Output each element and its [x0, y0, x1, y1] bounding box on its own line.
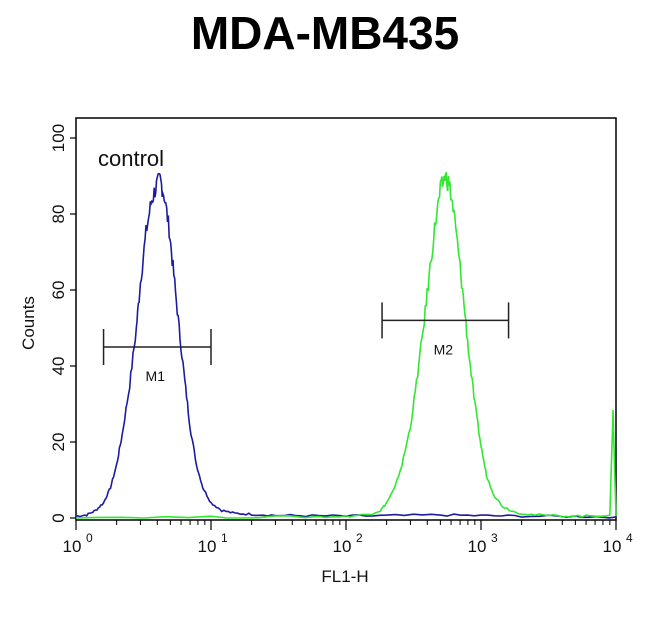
y-axis-label: Counts: [19, 296, 38, 350]
page-title: MDA-MB435: [190, 7, 460, 59]
marker-label-0: M1: [146, 368, 166, 384]
y-tick-label-3: 60: [49, 281, 68, 300]
x-tick-label-1: 10 1: [198, 531, 228, 556]
series-layer: [75, 171, 617, 519]
x-tick-exp-1: 1: [221, 531, 228, 545]
y-tick-label-2: 40: [49, 357, 68, 376]
x-tick-label-3: 10 3: [468, 531, 498, 556]
histogram-series-1: [75, 171, 617, 519]
x-tick-exp-0: 0: [86, 531, 93, 545]
x-tick-label-2: 10 2: [333, 531, 363, 556]
x-tick-base-3: 10: [468, 537, 487, 556]
x-tick-label-4: 10 4: [603, 531, 633, 556]
x-tick-base-1: 10: [198, 537, 217, 556]
x-tick-base-0: 10: [63, 537, 82, 556]
x-tick-label-0: 10 0: [63, 531, 93, 556]
y-tick-label-0: 0: [49, 513, 68, 522]
x-tick-base-2: 10: [333, 537, 352, 556]
x-tick-exp-2: 2: [356, 531, 363, 545]
control-annotation: control: [98, 146, 164, 171]
y-tick-label-1: 20: [49, 433, 68, 452]
marker-layer: M1 M2: [102, 302, 510, 384]
y-tick-label-5: 100: [49, 124, 68, 152]
x-tick-exp-4: 4: [626, 531, 633, 545]
x-tick-base-4: 10: [603, 537, 622, 556]
x-tick-exp-3: 3: [491, 531, 498, 545]
y-tick-label-4: 80: [49, 205, 68, 224]
histogram-series-0: [75, 172, 617, 519]
marker-label-1: M2: [434, 341, 454, 357]
x-axis-label: FL1-H: [321, 567, 368, 586]
